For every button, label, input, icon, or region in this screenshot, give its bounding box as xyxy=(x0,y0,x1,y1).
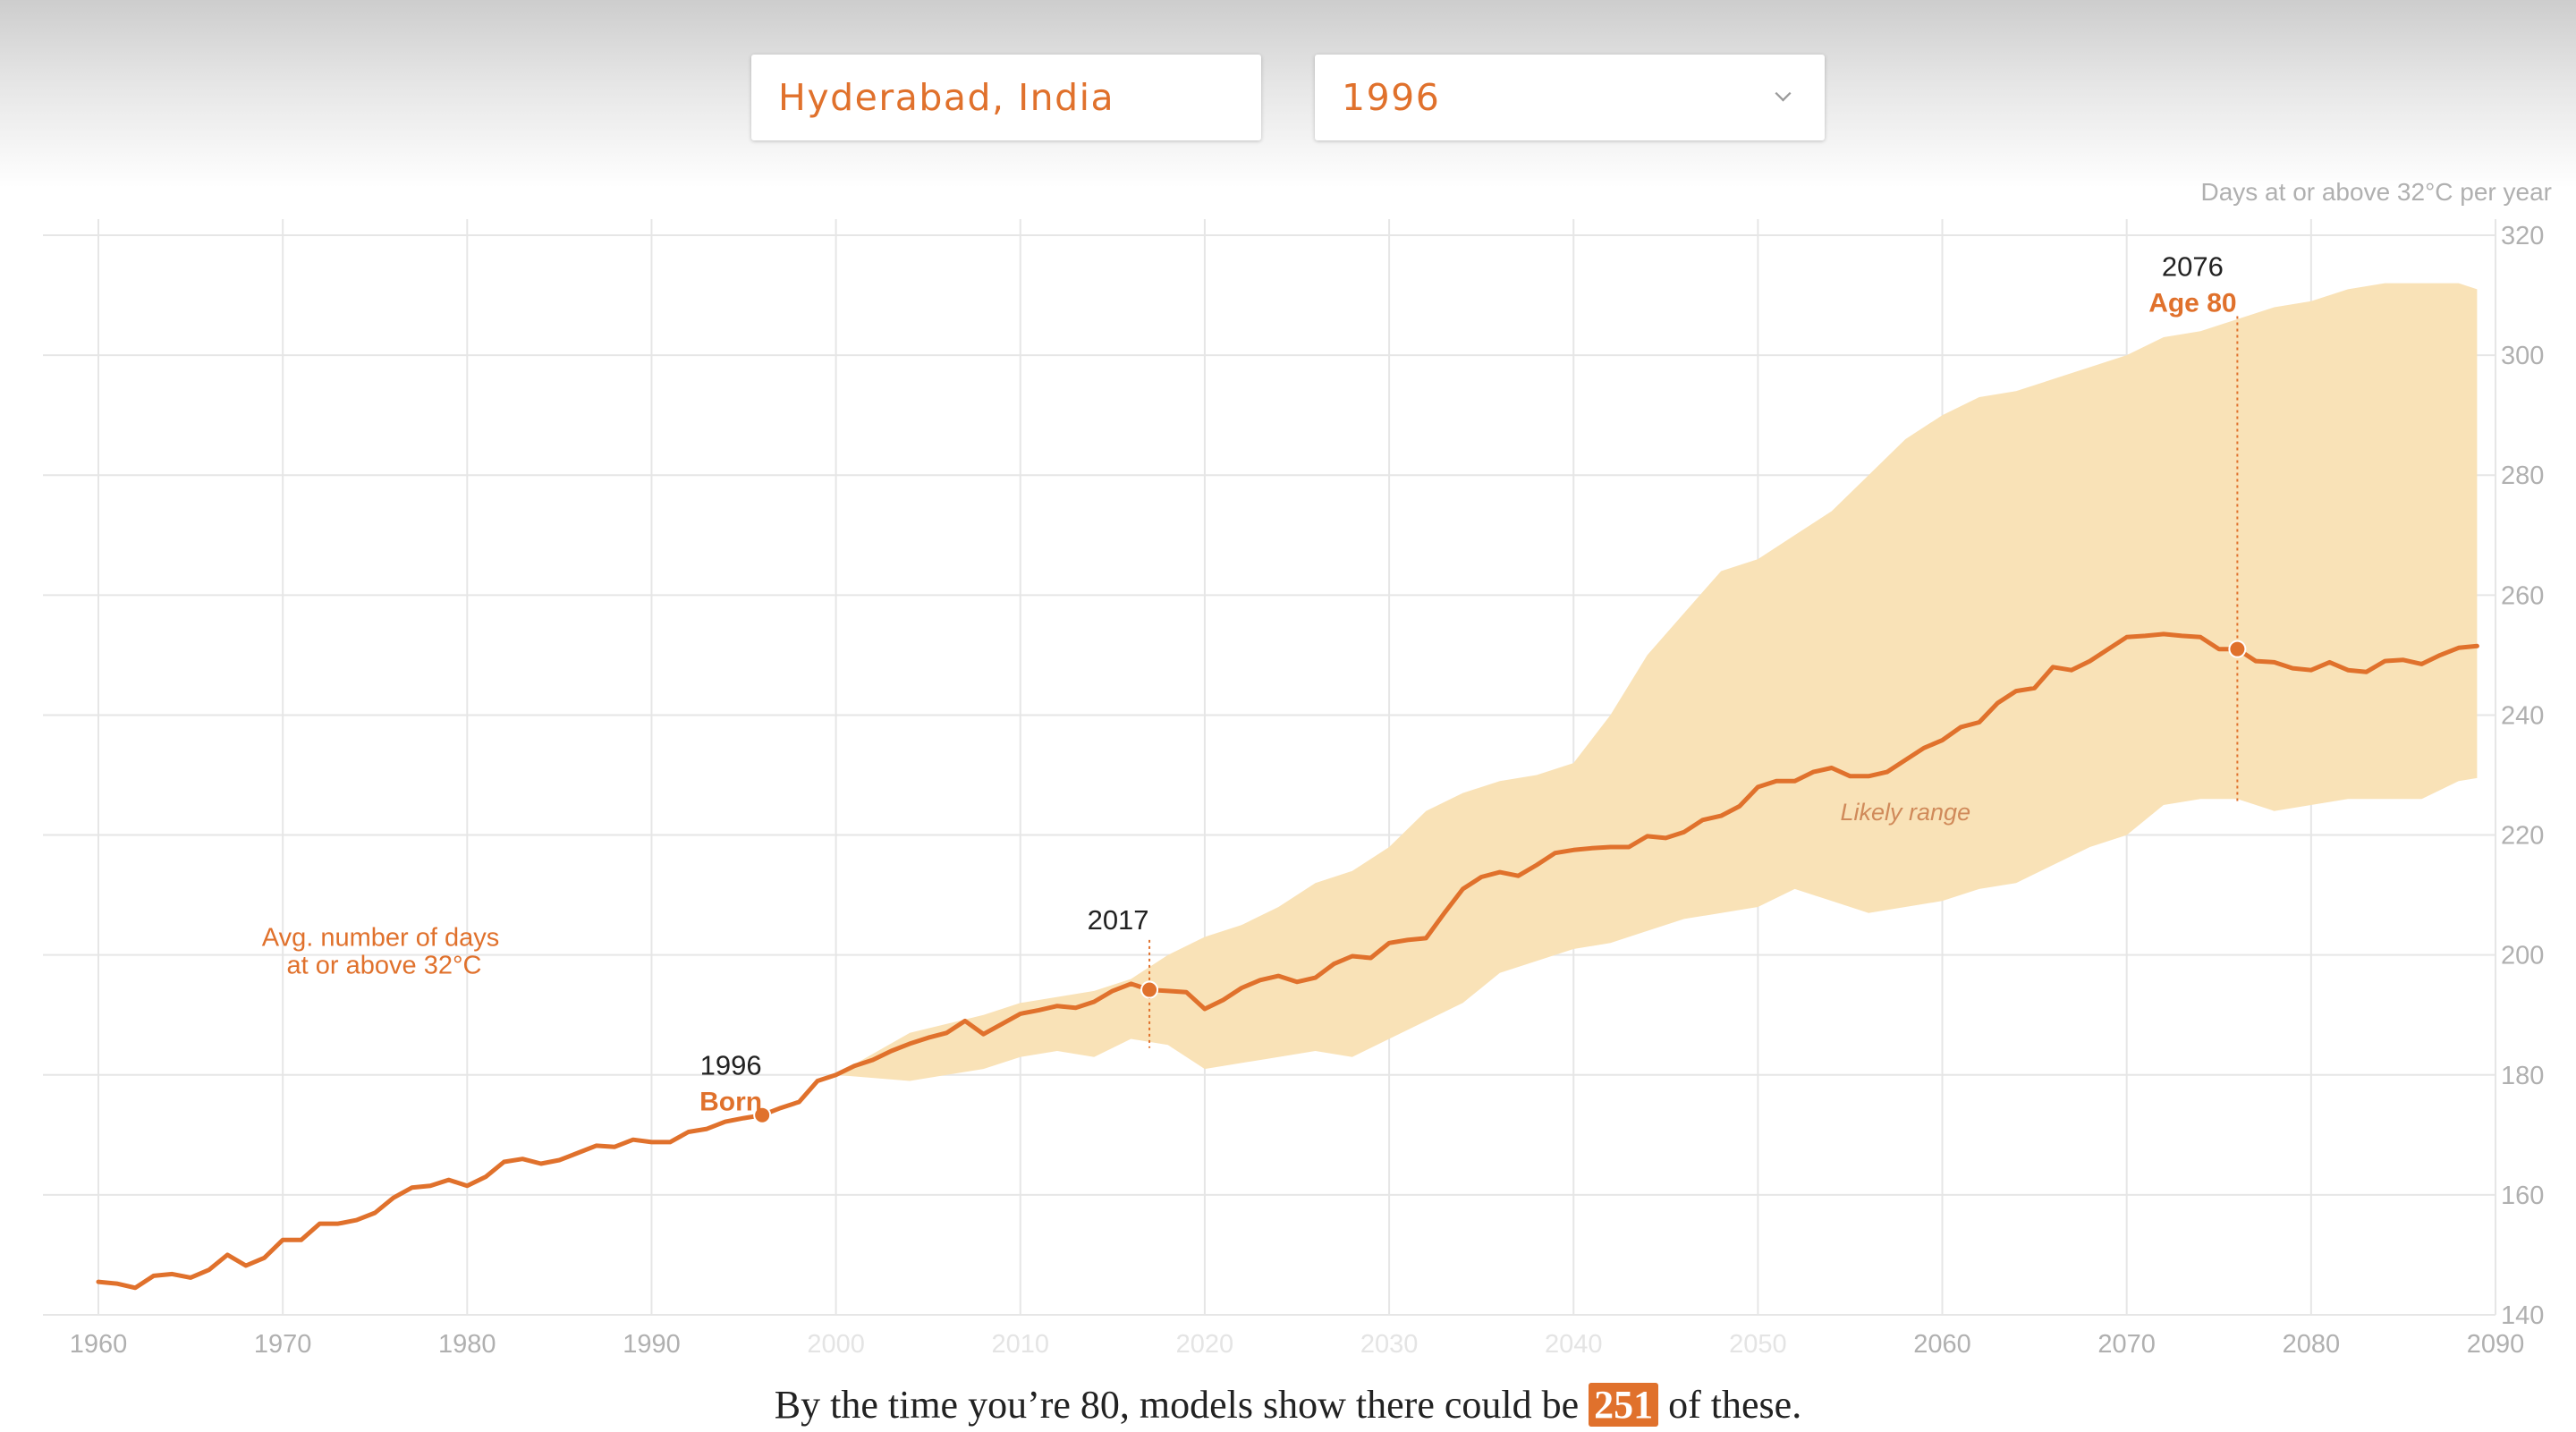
y-tick-label: 280 xyxy=(2501,462,2544,490)
x-tick-label: 2080 xyxy=(2283,1330,2341,1359)
birth-year-value: 1996 xyxy=(1342,76,1441,119)
x-axis-ticks: 1960 1970 1980 1990 2000 2010 2020 2030 2040 2050… xyxy=(70,1330,2525,1359)
y-tick-label: 200 xyxy=(2501,942,2544,970)
marker-point-1996 xyxy=(753,1106,772,1124)
gridlines xyxy=(43,219,2496,1316)
x-tick-label: 2090 xyxy=(2467,1330,2525,1359)
x-tick-label: 1990 xyxy=(623,1330,681,1359)
x-tick-label: 2000 xyxy=(807,1330,865,1359)
y-tick-label: 140 xyxy=(2501,1301,2544,1330)
marker-sublabel-2076: Age 80 xyxy=(2148,289,2236,318)
marker-point-2017 xyxy=(1140,980,1159,999)
likely-range-label: Likely range xyxy=(1841,799,1971,826)
birth-year-select[interactable]: 1996 xyxy=(1315,55,1825,140)
series-label: Avg. number of days at or above 32°C xyxy=(262,924,507,980)
summary-before: By the time you’re 80, models show there… xyxy=(774,1383,1580,1427)
annotation-lines xyxy=(1148,316,2239,1048)
city-search-input[interactable]: Hyderabad, India xyxy=(751,55,1261,140)
marker-point-2076 xyxy=(2228,640,2247,658)
avg-days-line xyxy=(96,631,2479,1291)
x-tick-label: 2060 xyxy=(1913,1330,1971,1359)
city-value: Hyderabad, India xyxy=(778,76,1115,119)
y-axis-label: Days at or above 32°C per year xyxy=(2200,178,2552,206)
heat-days-chart: 1960 1970 1980 1990 2000 2010 2020 2030 2040 2050… xyxy=(43,178,2552,1359)
y-tick-label: 180 xyxy=(2501,1062,2544,1090)
summary-sentence: By the time you’re 80, models show there… xyxy=(0,1378,2576,1432)
x-tick-label: 2010 xyxy=(992,1330,1050,1359)
y-tick-label: 260 xyxy=(2501,581,2544,610)
header-band xyxy=(0,0,2576,188)
x-tick-label: 1970 xyxy=(254,1330,312,1359)
x-tick-label: 1960 xyxy=(70,1330,128,1359)
x-tick-label: 2030 xyxy=(1360,1330,1419,1359)
series-label-line2: at or above 32°C xyxy=(287,952,482,980)
y-tick-label: 320 xyxy=(2501,222,2544,250)
x-tick-label: 2050 xyxy=(1729,1330,1787,1359)
marker-year-label-1996: 1996 xyxy=(700,1050,762,1081)
annotation-markers: 1996 Born 2017 2076 Age 80 xyxy=(699,251,2247,1124)
x-tick-label: 2020 xyxy=(1176,1330,1234,1359)
x-tick-label: 2070 xyxy=(2097,1330,2156,1359)
chevron-down-icon xyxy=(1775,85,1792,102)
y-tick-label: 220 xyxy=(2501,822,2544,851)
likely-range-band xyxy=(835,283,2478,1081)
y-tick-label: 160 xyxy=(2501,1182,2544,1210)
y-tick-label: 300 xyxy=(2501,342,2544,370)
marker-year-label-2017: 2017 xyxy=(1088,904,1149,936)
summary-value-badge: 251 xyxy=(1589,1383,1659,1427)
x-tick-label: 2040 xyxy=(1545,1330,1603,1359)
series-label-line1: Avg. number of days xyxy=(262,924,499,953)
marker-sublabel-1996: Born xyxy=(699,1088,762,1117)
x-tick-label: 1980 xyxy=(438,1330,496,1359)
y-tick-label: 240 xyxy=(2501,701,2544,730)
marker-year-label-2076: 2076 xyxy=(2162,251,2224,283)
summary-after: of these. xyxy=(1668,1383,1802,1427)
y-axis-ticks: 140 160 180 200 220 240 260 280 300 320 xyxy=(2501,222,2544,1330)
